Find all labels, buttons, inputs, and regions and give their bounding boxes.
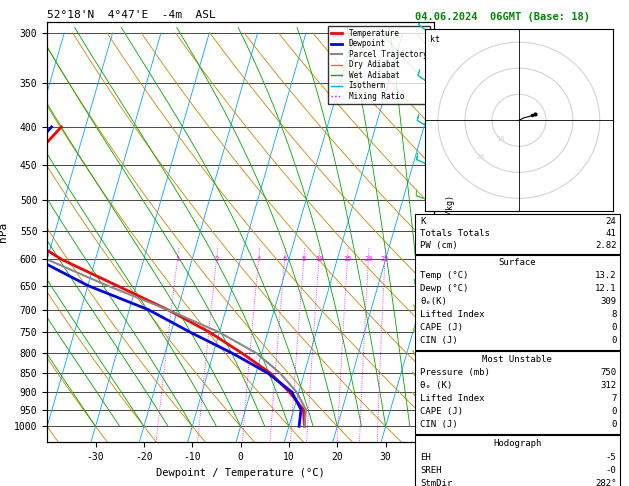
Text: θₑ (K): θₑ (K) (420, 381, 452, 390)
Text: Mixing Ratio (g/kg): Mixing Ratio (g/kg) (447, 195, 455, 291)
Text: 25: 25 (381, 257, 389, 262)
Text: 2.82: 2.82 (595, 241, 616, 250)
Text: 0: 0 (611, 336, 616, 346)
Text: 13.2: 13.2 (595, 271, 616, 280)
Text: 15: 15 (343, 257, 352, 262)
Text: Totals Totals: Totals Totals (420, 228, 490, 238)
Text: 6: 6 (282, 257, 287, 262)
Legend: Temperature, Dewpoint, Parcel Trajectory, Dry Adiabat, Wet Adiabat, Isotherm, Mi: Temperature, Dewpoint, Parcel Trajectory… (328, 26, 430, 104)
Text: 12.1: 12.1 (595, 284, 616, 294)
Text: 8: 8 (611, 311, 616, 319)
Text: K: K (420, 217, 426, 226)
Text: 750: 750 (600, 368, 616, 377)
Text: 0: 0 (611, 420, 616, 429)
Text: θₑ(K): θₑ(K) (420, 297, 447, 306)
Text: 7: 7 (611, 394, 616, 403)
Text: 1: 1 (175, 257, 179, 262)
Text: Lifted Index: Lifted Index (420, 311, 485, 319)
Text: 0: 0 (611, 407, 616, 416)
Y-axis label: km
ASL: km ASL (464, 223, 486, 241)
Text: -5: -5 (606, 452, 616, 462)
Text: 20: 20 (364, 257, 372, 262)
Text: 41: 41 (606, 228, 616, 238)
Text: Temp (°C): Temp (°C) (420, 271, 469, 280)
Text: 8: 8 (302, 257, 306, 262)
Text: -0: -0 (606, 466, 616, 475)
Text: 52°18'N  4°47'E  -4m  ASL: 52°18'N 4°47'E -4m ASL (47, 10, 216, 20)
X-axis label: Dewpoint / Temperature (°C): Dewpoint / Temperature (°C) (156, 468, 325, 478)
Text: 10: 10 (496, 136, 504, 141)
Text: Lifted Index: Lifted Index (420, 394, 485, 403)
Text: 04.06.2024  06GMT (Base: 18): 04.06.2024 06GMT (Base: 18) (415, 12, 590, 22)
Text: kt: kt (430, 35, 440, 44)
Text: EH: EH (420, 452, 431, 462)
Text: 282°: 282° (595, 480, 616, 486)
Text: 24: 24 (606, 217, 616, 226)
Text: Dewp (°C): Dewp (°C) (420, 284, 469, 294)
Text: 309: 309 (600, 297, 616, 306)
Text: CIN (J): CIN (J) (420, 420, 458, 429)
Text: 312: 312 (600, 381, 616, 390)
Y-axis label: hPa: hPa (0, 222, 8, 242)
Text: Hodograph: Hodograph (493, 439, 542, 448)
Text: Pressure (mb): Pressure (mb) (420, 368, 490, 377)
Text: CAPE (J): CAPE (J) (420, 407, 463, 416)
Text: StmDir: StmDir (420, 480, 452, 486)
Text: CAPE (J): CAPE (J) (420, 323, 463, 332)
Text: Surface: Surface (499, 259, 536, 267)
Text: PW (cm): PW (cm) (420, 241, 458, 250)
Text: 4: 4 (257, 257, 260, 262)
Text: 0: 0 (611, 323, 616, 332)
Text: 10: 10 (314, 257, 323, 262)
Text: SREH: SREH (420, 466, 442, 475)
Text: Most Unstable: Most Unstable (482, 355, 552, 364)
Text: 20: 20 (477, 154, 486, 160)
Text: CIN (J): CIN (J) (420, 336, 458, 346)
Text: 2: 2 (214, 257, 219, 262)
